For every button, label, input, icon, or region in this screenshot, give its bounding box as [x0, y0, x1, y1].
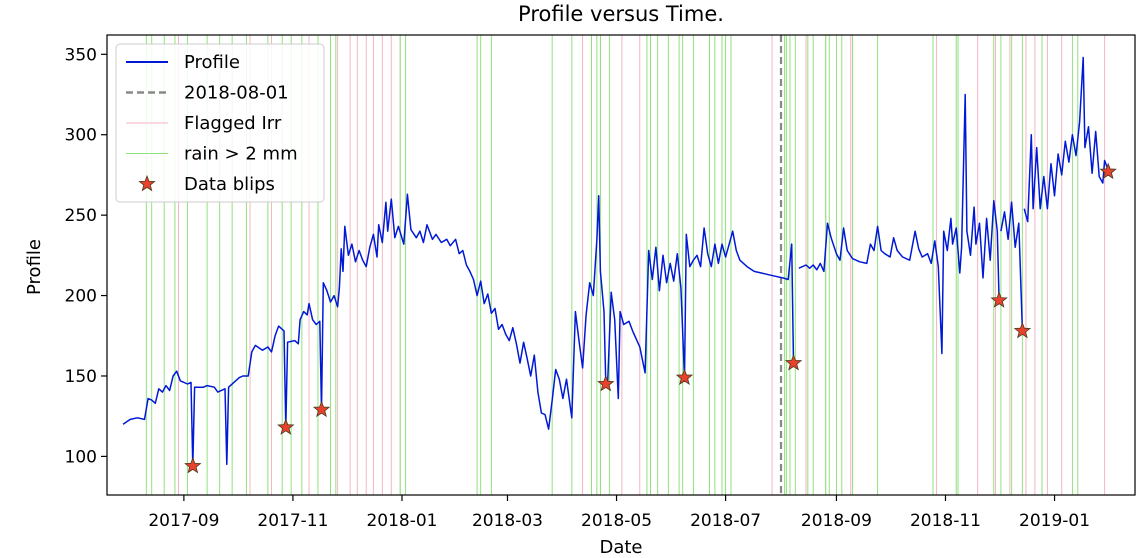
y-tick-label: 300 [65, 126, 97, 146]
profile-series-line [122, 193, 795, 467]
x-tick-label: 2018-05 [581, 511, 652, 531]
legend: Profile 2018-08-01 Flagged Irr rain > 2 mm D… [115, 43, 325, 203]
x-tick-label: 2017-09 [148, 511, 219, 531]
data-blip-marker [784, 353, 803, 371]
data-blip-marker [277, 418, 295, 435]
y-tick-label: 200 [65, 287, 97, 307]
y-tick-label: 100 [65, 447, 97, 467]
legend-label: 2018-08-01 [184, 83, 289, 104]
y-tick-label: 150 [65, 367, 97, 387]
x-tick-label: 2018-07 [690, 511, 761, 531]
data-blip-marker [597, 374, 615, 392]
profile-series-line [798, 93, 1000, 355]
legend-box [115, 43, 325, 203]
legend-swatch [138, 174, 156, 192]
y-tick-label: 350 [65, 45, 97, 65]
x-tick-label: 2018-03 [472, 511, 543, 531]
profile-series-line [1000, 201, 1024, 331]
x-tick-label: 2017-11 [257, 511, 328, 531]
legend-label: Profile [184, 52, 240, 73]
data-blip-marker [1099, 162, 1117, 180]
y-axis-label: Profile [24, 239, 45, 295]
legend-label: Flagged Irr [184, 113, 282, 134]
legend-label: rain > 2 mm [184, 144, 298, 165]
x-tick-label: 2018-09 [801, 511, 872, 531]
data-blip-marker [1013, 321, 1032, 339]
data-blip-marker [184, 456, 202, 474]
data-blip-marker [675, 368, 694, 385]
x-tick-label: 2018-11 [910, 511, 981, 531]
chart-title: Profile versus Time. [518, 2, 724, 26]
x-axis-label: Date [599, 537, 642, 558]
y-tick-label: 250 [65, 206, 97, 226]
data-blip-marker [312, 400, 331, 418]
x-tick-label: 2018-01 [366, 511, 437, 531]
profile-series-line [1023, 56, 1109, 223]
x-tick-label: 2019-01 [1019, 511, 1090, 531]
legend-label: Data blips [184, 174, 275, 195]
axes: 2017-09 2017-11 2018-01 2018-03 2018-05 2018-… [65, 34, 1136, 531]
plot-frame [106, 34, 1136, 496]
plot-area [122, 35, 1117, 495]
data-blip-marker [990, 291, 1008, 308]
